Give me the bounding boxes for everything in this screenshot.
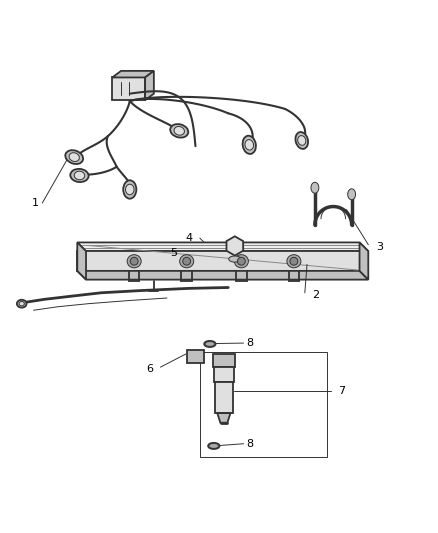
Ellipse shape: [69, 152, 79, 161]
Ellipse shape: [209, 444, 217, 448]
Ellipse shape: [170, 124, 188, 138]
Polygon shape: [145, 71, 153, 100]
Ellipse shape: [310, 182, 318, 193]
Polygon shape: [77, 243, 86, 280]
Ellipse shape: [182, 257, 190, 265]
Ellipse shape: [19, 302, 24, 306]
Text: 8: 8: [246, 439, 253, 449]
Polygon shape: [215, 383, 232, 413]
Ellipse shape: [347, 189, 355, 200]
Ellipse shape: [228, 256, 240, 262]
Ellipse shape: [127, 255, 141, 268]
Ellipse shape: [70, 169, 88, 182]
Ellipse shape: [242, 136, 255, 154]
Ellipse shape: [286, 255, 300, 268]
Ellipse shape: [125, 184, 134, 195]
Ellipse shape: [244, 140, 253, 150]
Polygon shape: [112, 77, 145, 100]
Bar: [199, 352, 326, 457]
Ellipse shape: [295, 132, 307, 149]
Ellipse shape: [74, 171, 85, 180]
Text: 5: 5: [170, 248, 177, 259]
Polygon shape: [77, 251, 359, 271]
Ellipse shape: [205, 342, 213, 346]
Ellipse shape: [130, 257, 138, 265]
Ellipse shape: [65, 150, 83, 164]
Text: 3: 3: [375, 242, 382, 252]
Polygon shape: [112, 71, 153, 77]
Polygon shape: [212, 354, 234, 367]
Polygon shape: [186, 350, 204, 363]
Ellipse shape: [179, 255, 193, 268]
Ellipse shape: [208, 443, 219, 449]
Text: 4: 4: [185, 233, 192, 243]
Ellipse shape: [237, 257, 245, 265]
Polygon shape: [214, 367, 233, 383]
Ellipse shape: [289, 257, 297, 265]
Ellipse shape: [17, 300, 26, 308]
Polygon shape: [217, 413, 230, 423]
Ellipse shape: [204, 341, 215, 347]
Ellipse shape: [123, 180, 136, 199]
Text: 6: 6: [146, 365, 152, 374]
Polygon shape: [359, 243, 367, 280]
Text: 7: 7: [338, 386, 345, 396]
Ellipse shape: [234, 255, 248, 268]
Text: 8: 8: [246, 338, 253, 348]
Polygon shape: [77, 243, 367, 251]
Ellipse shape: [297, 135, 305, 146]
Polygon shape: [77, 271, 367, 280]
Text: 1: 1: [32, 198, 39, 208]
Polygon shape: [226, 236, 243, 255]
Text: 2: 2: [311, 290, 318, 300]
Ellipse shape: [173, 126, 184, 135]
